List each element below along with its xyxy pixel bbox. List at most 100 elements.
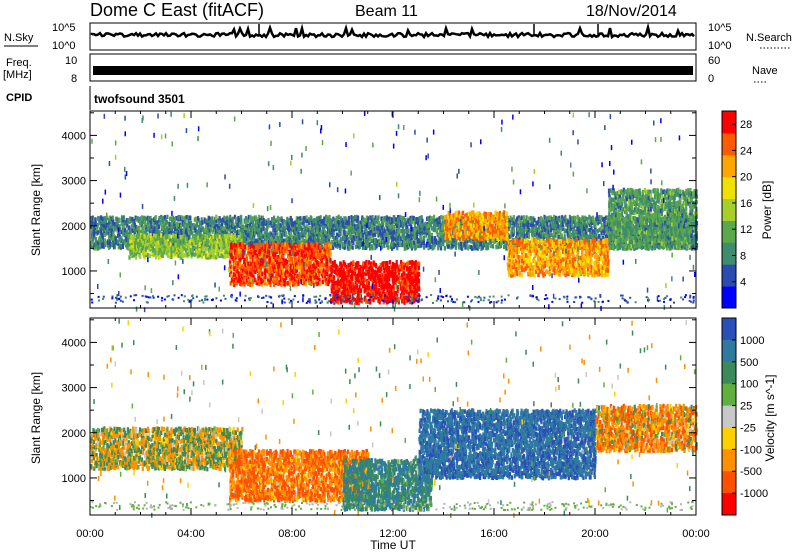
echo-cell [274,227,277,232]
echo-cell [540,217,543,222]
echo-cell [218,228,221,233]
echo-cell [538,230,541,235]
echo-cell [168,248,171,253]
echo-cell [256,253,259,258]
echo-cell [215,240,218,246]
echo-cell [158,216,161,221]
echo-cell [260,261,263,266]
echo-cell [171,238,174,244]
echo-cell [253,232,256,237]
echo-cell [139,247,142,253]
echo-cell [233,266,236,272]
echo-cell [318,227,322,232]
echo-cell [553,224,556,229]
echo-cell [254,263,257,268]
echo-cell [269,282,272,287]
echo-cell [353,228,356,233]
echo-cell [244,216,248,221]
echo-cell [410,243,413,249]
echo-cell [152,221,155,227]
echo-cell [220,253,223,258]
echo-cell [274,254,277,260]
echo-cell [538,224,541,229]
echo-cell [318,231,321,236]
echo-cell [334,235,337,241]
echo-cell [604,228,607,233]
echo-cell [324,219,328,224]
echo-cell [603,217,606,222]
echo-cell [180,227,183,233]
echo-cell [296,231,299,236]
echo-cell [457,242,460,247]
echo-cell [146,252,149,258]
echo-cell [387,245,390,250]
echo-cell [109,242,112,247]
echo-cell [253,257,256,262]
echo-cell [348,240,351,245]
echo-cell [583,215,586,221]
echo-cell [261,215,264,221]
noise-right-label: N.Search [746,32,792,44]
echo-cell [669,240,672,245]
echo-cell [175,238,178,244]
echo-cell [517,215,520,220]
echo-cell [240,279,243,285]
echo-cell [318,224,321,229]
echo-cell [276,277,279,282]
echo-cell [443,246,446,251]
echo-cell [690,226,693,231]
echo-cell [549,224,552,230]
echo-cell [586,227,589,232]
echo-cell [242,268,245,273]
echo-cell [388,227,391,233]
echo-cell [258,271,261,276]
echo-cell [383,216,386,221]
echo-cell [161,253,164,258]
echo-cell [98,220,101,226]
echo-cell [352,216,355,221]
echo-cell [140,234,143,240]
echo-cell [361,242,364,247]
echo-cell [256,256,259,261]
echo-cell [484,241,487,246]
echo-cell [543,214,546,220]
echo-cell [216,248,219,253]
echo-cell [420,235,423,241]
echo-cell [184,241,187,246]
echo-cell [308,220,311,226]
nave-label: Nave [752,65,778,77]
echo-cell [112,221,115,227]
echo-cell [279,223,282,228]
echo-cell [283,227,287,232]
echo-cell [114,236,117,241]
echo-cell [276,272,279,277]
cpid-label: CPID [6,92,32,104]
echo-cell [234,260,237,266]
echo-cell [278,239,281,244]
echo-cell [177,222,180,227]
echo-cell [95,240,98,246]
echo-cell [107,230,110,236]
echo-cell [189,248,192,253]
echo-cell [223,244,226,249]
echo-cell [426,228,430,233]
echo-cell [257,235,260,241]
echo-cell [151,244,154,249]
echo-cell [229,281,232,286]
echo-cell [236,239,239,245]
echo-cell [656,240,659,245]
echo-cell [347,237,350,242]
echo-cell [277,268,280,274]
echo-cell [96,223,99,228]
echo-cell [289,215,292,221]
echo-cell [270,232,273,237]
echo-cell [94,221,97,226]
echo-cell [201,241,204,247]
echo-cell [597,216,600,222]
echo-cell [153,233,156,239]
echo-cell [523,227,526,232]
echo-cell [272,252,275,257]
echo-cell [441,215,445,221]
echo-cell [387,232,390,237]
echo-cell [152,248,155,253]
